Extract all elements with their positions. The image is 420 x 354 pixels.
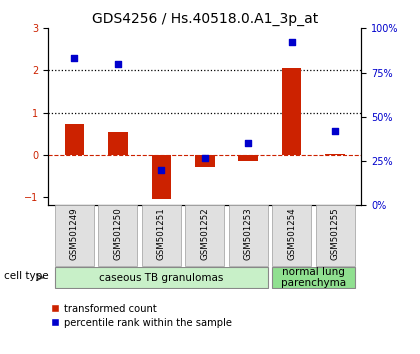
Text: caseous TB granulomas: caseous TB granulomas [99, 273, 223, 282]
Point [202, 155, 208, 160]
Bar [152, 155, 171, 199]
Bar [272, 205, 311, 266]
Bar [55, 267, 268, 288]
Bar [315, 205, 354, 266]
Bar [185, 205, 224, 266]
Bar [195, 155, 215, 167]
Point [245, 141, 252, 146]
Text: GSM501253: GSM501253 [244, 207, 253, 260]
Legend: transformed count, percentile rank within the sample: transformed count, percentile rank withi… [52, 304, 233, 328]
Bar [65, 124, 84, 155]
Title: GDS4256 / Hs.40518.0.A1_3p_at: GDS4256 / Hs.40518.0.A1_3p_at [92, 12, 318, 26]
Point [158, 167, 165, 173]
Point [115, 61, 121, 67]
Bar [326, 154, 345, 155]
Bar [55, 205, 94, 266]
Point [332, 128, 339, 134]
Text: GSM501254: GSM501254 [287, 207, 296, 260]
Bar [98, 205, 137, 266]
Text: GSM501251: GSM501251 [157, 207, 166, 260]
Bar [142, 205, 181, 266]
Text: normal lung
parenchyma: normal lung parenchyma [281, 267, 346, 289]
Bar [228, 205, 268, 266]
Text: GSM501250: GSM501250 [113, 207, 122, 260]
Bar [272, 267, 354, 288]
Bar [282, 68, 302, 155]
Text: GSM501252: GSM501252 [200, 207, 209, 260]
Bar [239, 155, 258, 161]
Point [71, 56, 78, 61]
Text: cell type: cell type [4, 271, 49, 281]
Text: GSM501255: GSM501255 [331, 207, 340, 260]
Point [288, 40, 295, 45]
Text: GSM501249: GSM501249 [70, 207, 79, 260]
Bar [108, 132, 128, 155]
